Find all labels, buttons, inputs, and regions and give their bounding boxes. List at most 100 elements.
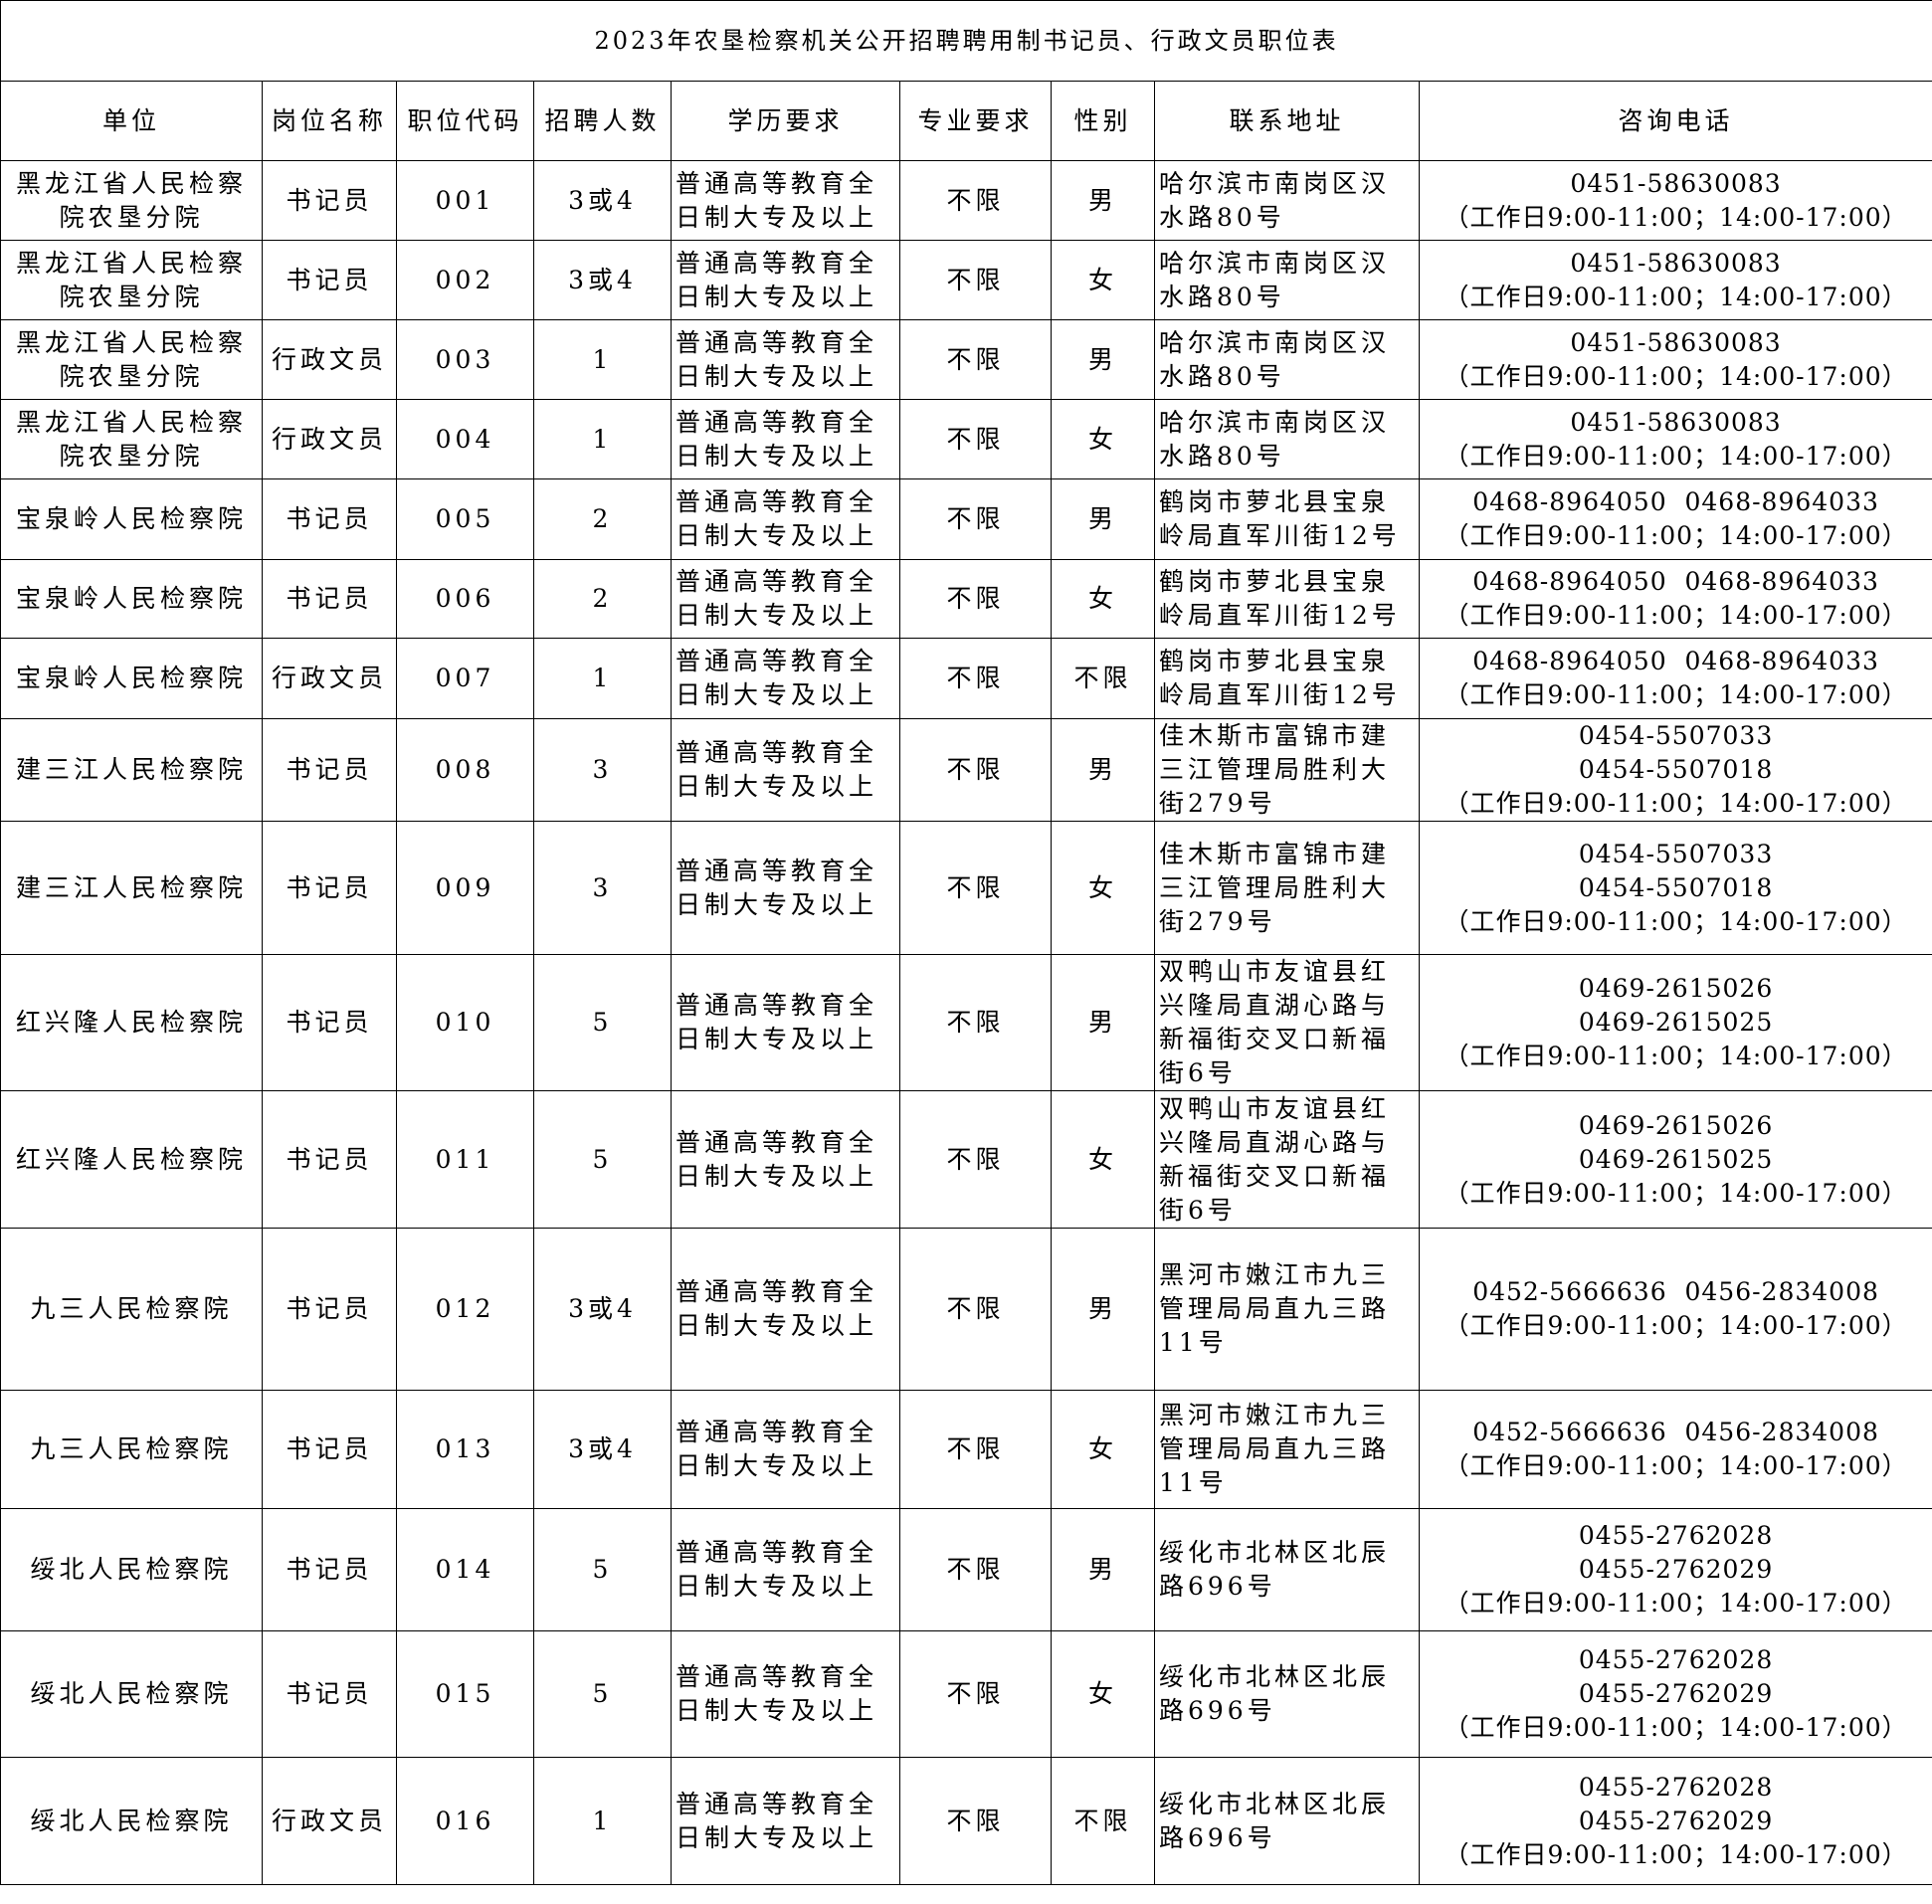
major-cell: 不限	[899, 399, 1052, 479]
unit-cell: 黑龙江省人民检察院农垦分院	[0, 399, 263, 479]
phone-cell: 0455-2762028 0455-2762029 （工作日9:00-11:00；1…	[1418, 1757, 1932, 1885]
phone-number: 0452-5666636 0456-2834008	[1472, 1418, 1879, 1446]
code-cell: 014	[396, 1508, 534, 1631]
code-cell: 011	[396, 1090, 534, 1229]
gender-cell: 女	[1051, 1090, 1155, 1229]
education-cell: 普通高等教育全日制大专及以上	[671, 638, 900, 719]
major-cell: 不限	[899, 821, 1052, 955]
address-cell: 哈尔滨市南岗区汉水路80号	[1154, 160, 1420, 241]
gender-cell: 男	[1051, 1508, 1155, 1631]
major-cell: 不限	[899, 1757, 1052, 1885]
post-cell: 书记员	[262, 1090, 397, 1229]
phone-number: 0469-2615025	[1578, 1008, 1774, 1037]
phone-cell: 0468-8964050 0468-8964033 （工作日9:00-11:00；…	[1418, 559, 1932, 639]
phone-cell: 0469-2615026 0469-2615025 （工作日9:00-11:00；1…	[1418, 954, 1932, 1091]
education-cell: 普通高等教育全日制大专及以上	[671, 1757, 900, 1885]
count-cell: 5	[533, 1090, 672, 1229]
office-hours: （工作日9:00-11:00；14:00-17:00）	[1444, 906, 1908, 936]
post-cell: 书记员	[262, 1508, 397, 1631]
address-cell: 绥化市北林区北辰路696号	[1154, 1630, 1420, 1758]
header-address: 联系地址	[1154, 81, 1420, 161]
major-cell: 不限	[899, 1508, 1052, 1631]
table-row: 黑龙江省人民检察院农垦分院 书记员 002 3或4 普通高等教育全日制大专及以上 不限女哈…	[0, 240, 1932, 320]
code-cell: 002	[396, 240, 534, 320]
code-cell: 005	[396, 478, 534, 560]
office-hours: （工作日9:00-11:00；14:00-17:00）	[1444, 1713, 1908, 1742]
table-row: 九三人民检察院 书记员 013 3或4 普通高等教育全日制大专及以上 不限女黑河市嫩江市九…	[0, 1390, 1932, 1509]
office-hours: （工作日9:00-11:00；14:00-17:00）	[1444, 1042, 1908, 1070]
phone-number: 0468-8964050 0468-8964033	[1472, 647, 1879, 675]
address-cell: 鹤岗市萝北县宝泉岭局直军川街12号	[1154, 478, 1420, 560]
gender-cell: 男	[1051, 954, 1155, 1091]
code-cell: 004	[396, 399, 534, 479]
gender-cell: 男	[1051, 478, 1155, 560]
address-cell: 黑河市嫩江市九三管理局局直九三路11号	[1154, 1390, 1420, 1509]
table-row: 宝泉岭人民检察院 书记员 006 2 普通高等教育全日制大专及以上 不限女鹤岗市萝北县宝泉…	[0, 559, 1932, 639]
unit-cell: 九三人民检察院	[0, 1228, 263, 1391]
post-cell: 书记员	[262, 1630, 397, 1758]
phone-number: 0451-58630083	[1570, 407, 1782, 437]
phone-cell: 0455-2762028 0455-2762029 （工作日9:00-11:00；1…	[1418, 1508, 1932, 1631]
gender-cell: 男	[1051, 160, 1155, 241]
gender-cell: 女	[1051, 559, 1155, 639]
code-cell: 015	[396, 1630, 534, 1758]
major-cell: 不限	[899, 1090, 1052, 1229]
count-cell: 3	[533, 718, 672, 822]
count-cell: 1	[533, 638, 672, 719]
code-cell: 016	[396, 1757, 534, 1885]
phone-number: 0452-5666636 0456-2834008	[1472, 1277, 1879, 1306]
phone-cell: 0455-2762028 0455-2762029 （工作日9:00-11:00；1…	[1418, 1630, 1932, 1758]
phone-cell: 0452-5666636 0456-2834008 （工作日9:00-11:00；…	[1418, 1390, 1932, 1509]
count-cell: 2	[533, 559, 672, 639]
address-cell: 双鸭山市友谊县红兴隆局直湖心路与新福街交叉口新福街6号	[1154, 954, 1420, 1091]
count-cell: 1	[533, 319, 672, 400]
phone-number: 0454-5507033	[1578, 721, 1774, 750]
code-cell: 008	[396, 718, 534, 822]
count-cell: 1	[533, 1757, 672, 1885]
table-row: 绥北人民检察院 行政文员 016 1 普通高等教育全日制大专及以上 不限 不限 绥化市北林区北…	[0, 1757, 1932, 1885]
unit-cell: 建三江人民检察院	[0, 718, 263, 822]
count-cell: 1	[533, 399, 672, 479]
code-cell: 006	[396, 559, 534, 639]
office-hours: （工作日9:00-11:00；14:00-17:00）	[1444, 601, 1908, 630]
gender-cell: 不限	[1051, 1757, 1155, 1885]
major-cell: 不限	[899, 718, 1052, 822]
education-cell: 普通高等教育全日制大专及以上	[671, 559, 900, 639]
office-hours: （工作日9:00-11:00；14:00-17:00）	[1444, 789, 1908, 818]
gender-cell: 女	[1051, 821, 1155, 955]
count-cell: 5	[533, 1630, 672, 1758]
post-cell: 书记员	[262, 478, 397, 560]
address-cell: 绥化市北林区北辰路696号	[1154, 1757, 1420, 1885]
table-row: 九三人民检察院 书记员 012 3或4 普通高等教育全日制大专及以上 不限男黑河市嫩江市九…	[0, 1228, 1932, 1391]
education-cell: 普通高等教育全日制大专及以上	[671, 1390, 900, 1509]
title-row: 2023年农垦检察机关公开招聘聘用制书记员、行政文员职位表	[0, 0, 1932, 82]
phone-number: 0469-2615025	[1578, 1144, 1774, 1174]
major-cell: 不限	[899, 160, 1052, 241]
phone-number: 0454-5507018	[1578, 872, 1774, 902]
major-cell: 不限	[899, 240, 1052, 320]
code-cell: 010	[396, 954, 534, 1091]
code-cell: 013	[396, 1390, 534, 1509]
post-cell: 书记员	[262, 821, 397, 955]
gender-cell: 男	[1051, 718, 1155, 822]
address-cell: 绥化市北林区北辰路696号	[1154, 1508, 1420, 1631]
education-cell: 普通高等教育全日制大专及以上	[671, 1090, 900, 1229]
unit-cell: 绥北人民检察院	[0, 1630, 263, 1758]
phone-number: 0455-2762029	[1578, 1679, 1774, 1708]
major-cell: 不限	[899, 1630, 1052, 1758]
office-hours: （工作日9:00-11:00；14:00-17:00）	[1444, 282, 1908, 311]
post-cell: 行政文员	[262, 638, 397, 719]
phone-cell: 0468-8964050 0468-8964033 （工作日9:00-11:00；…	[1418, 638, 1932, 719]
phone-cell: 0468-8964050 0468-8964033 （工作日9:00-11:00；…	[1418, 478, 1932, 560]
post-cell: 书记员	[262, 160, 397, 241]
table-row: 建三江人民检察院 书记员 009 3 普通高等教育全日制大专及以上 不限女佳木斯市富锦市建…	[0, 821, 1932, 955]
header-unit: 单位	[0, 81, 263, 161]
post-cell: 书记员	[262, 559, 397, 639]
phone-number: 0454-5507033	[1578, 839, 1774, 868]
phone-number: 0455-2762028	[1578, 1645, 1774, 1674]
address-cell: 鹤岗市萝北县宝泉岭局直军川街12号	[1154, 638, 1420, 719]
table-row: 黑龙江省人民检察院农垦分院 行政文员 003 1 普通高等教育全日制大专及以上 不限男哈尔…	[0, 319, 1932, 400]
code-cell: 007	[396, 638, 534, 719]
phone-cell: 0454-5507033 0454-5507018 （工作日9:00-11:00；1…	[1418, 821, 1932, 955]
